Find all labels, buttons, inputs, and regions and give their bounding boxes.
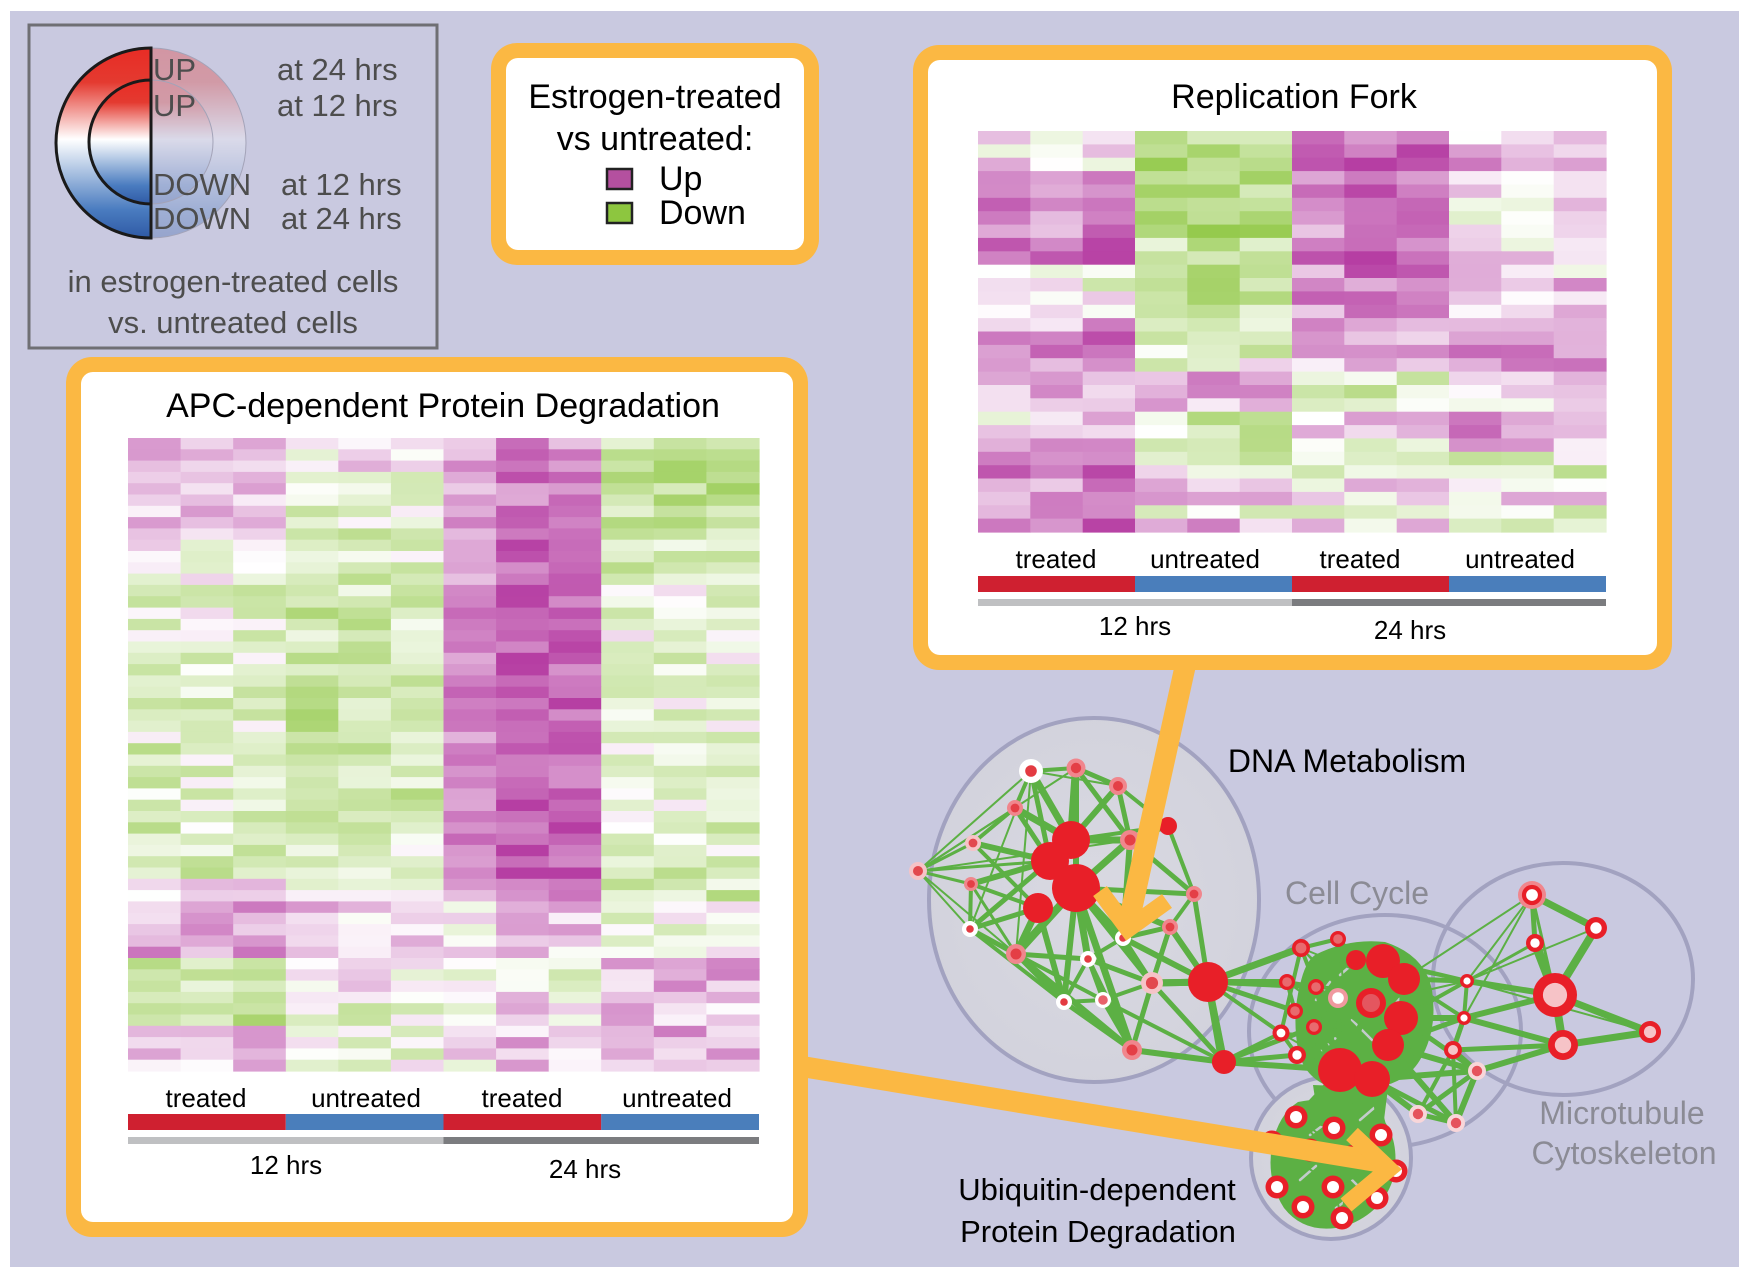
svg-text:Cell Cycle: Cell Cycle	[1285, 875, 1429, 911]
svg-text:untreated: untreated	[1465, 544, 1575, 574]
svg-text:untreated: untreated	[1150, 544, 1260, 574]
svg-text:treated: treated	[1320, 544, 1401, 574]
svg-text:vs untreated:: vs untreated:	[557, 120, 754, 158]
svg-text:24 hrs: 24 hrs	[1374, 615, 1446, 645]
svg-text:Microtubule: Microtubule	[1539, 1095, 1704, 1131]
svg-text:at 24 hrs: at 24 hrs	[277, 52, 398, 87]
svg-text:12 hrs: 12 hrs	[1099, 611, 1171, 641]
svg-text:Ubiquitin-dependent: Ubiquitin-dependent	[958, 1172, 1236, 1207]
svg-text:treated: treated	[1016, 544, 1097, 574]
svg-text:treated: treated	[482, 1083, 563, 1113]
svg-text:UP: UP	[153, 88, 196, 123]
svg-text:untreated: untreated	[622, 1083, 732, 1113]
svg-text:at 12 hrs: at 12 hrs	[277, 88, 398, 123]
svg-text:DOWN: DOWN	[153, 201, 251, 236]
svg-text:DOWN: DOWN	[153, 167, 251, 202]
svg-text:Down: Down	[659, 194, 746, 232]
svg-text:APC-dependent Protein Degradat: APC-dependent Protein Degradation	[166, 387, 720, 425]
svg-text:treated: treated	[166, 1083, 247, 1113]
svg-text:at 12 hrs: at 12 hrs	[281, 167, 402, 202]
svg-text:24 hrs: 24 hrs	[549, 1154, 621, 1184]
svg-text:DNA Metabolism: DNA Metabolism	[1228, 743, 1466, 779]
svg-text:at 24 hrs: at 24 hrs	[281, 201, 402, 236]
svg-text:12 hrs: 12 hrs	[250, 1150, 322, 1180]
svg-text:vs. untreated cells: vs. untreated cells	[108, 305, 358, 340]
svg-text:Cytoskeleton: Cytoskeleton	[1532, 1135, 1717, 1171]
svg-text:Estrogen-treated: Estrogen-treated	[528, 78, 781, 116]
svg-text:untreated: untreated	[311, 1083, 421, 1113]
svg-text:in estrogen-treated cells: in estrogen-treated cells	[68, 264, 399, 299]
svg-text:UP: UP	[153, 52, 196, 87]
svg-text:Protein Degradation: Protein Degradation	[960, 1214, 1236, 1249]
svg-text:Replication Fork: Replication Fork	[1171, 78, 1418, 116]
svg-text:Up: Up	[659, 160, 702, 198]
